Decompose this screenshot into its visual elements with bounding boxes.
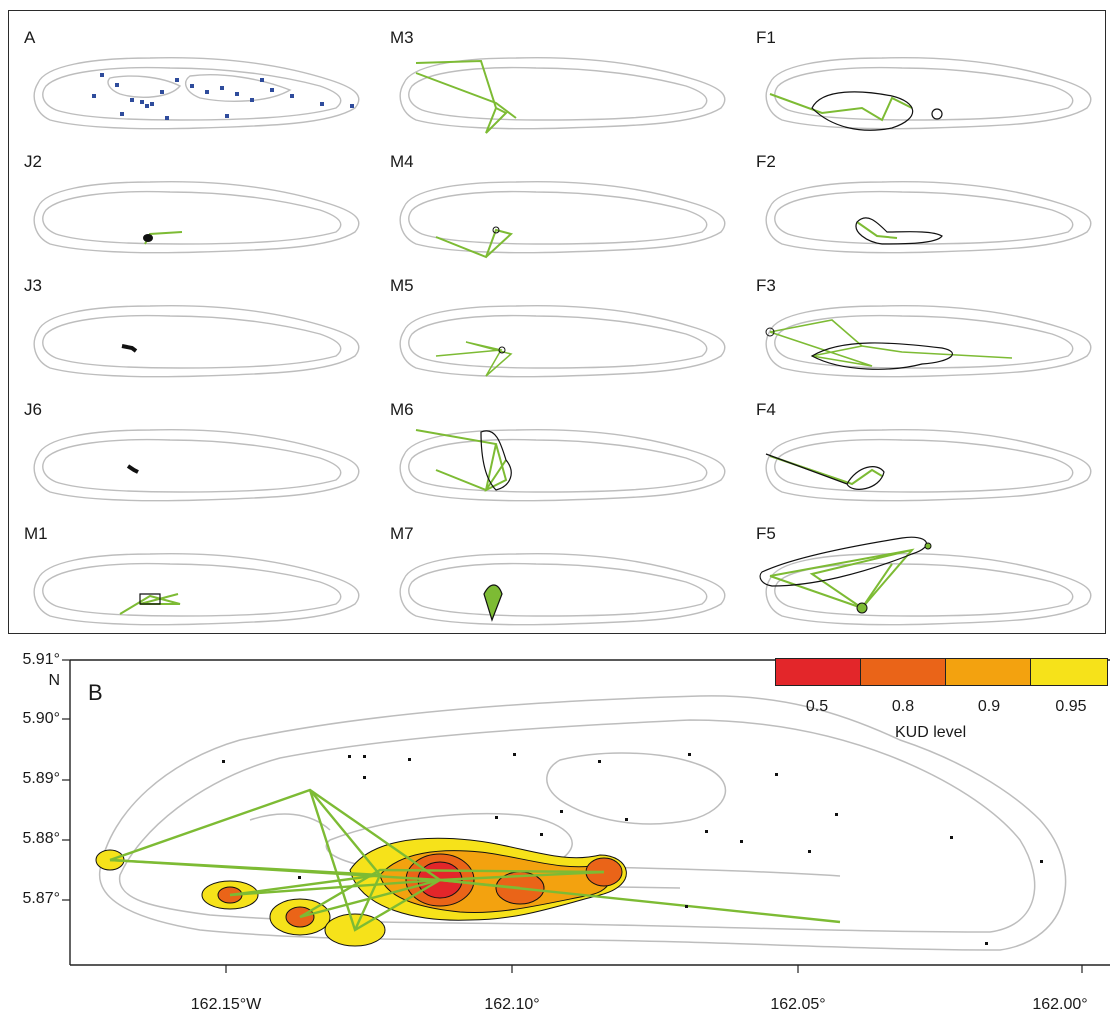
legend-level-label: 0.8 (891, 698, 915, 715)
mini-map-M7: M7 (386, 524, 748, 648)
y-ticks (62, 659, 70, 901)
y-tick-label: 5.90° (22, 710, 60, 727)
y-tick-label: 5.89° (22, 770, 60, 787)
mini-map-F2: F2 (752, 152, 1110, 276)
panel-b (0, 640, 1110, 1016)
mini-map-M4: M4 (386, 152, 748, 276)
mini-map-label: J2 (24, 152, 42, 171)
mini-map-label: M4 (390, 152, 414, 171)
mini-map-J6: J6 (20, 400, 382, 524)
mini-map-label: J3 (24, 276, 42, 295)
mini-map-label: M5 (390, 276, 414, 295)
kud-contours (95, 837, 627, 947)
panel-a (8, 10, 1106, 634)
mini-map-F3: F3 (752, 276, 1110, 400)
legend-swatch-0.9 (945, 658, 1031, 686)
mini-map-M1: M1 (20, 524, 382, 648)
receiver-points (92, 73, 354, 120)
mini-map-M6: M6 (386, 400, 748, 524)
y-tick-label: 5.87° (22, 890, 60, 907)
y-tick-label: 5.91° (22, 651, 60, 668)
x-tick-label: 162.15°W (190, 996, 262, 1013)
mini-map-J2: J2 (20, 152, 382, 276)
mini-map-label: F1 (756, 28, 776, 47)
x-tick-label: 162.10° (484, 996, 540, 1013)
mini-map-label: M6 (390, 400, 414, 419)
mini-map-F1: F1 (752, 28, 1110, 152)
y-tick-label: 5.88° (22, 830, 60, 847)
mini-map-label: J6 (24, 400, 42, 419)
receiver-dots-large (222, 753, 1043, 945)
mini-map-F5: F5 (752, 524, 1110, 648)
legend-swatch-0.5 (775, 658, 861, 686)
mini-map-label: F3 (756, 276, 776, 295)
mini-map-M3: M3 (386, 28, 748, 152)
mini-map-label: A (24, 28, 36, 47)
legend-swatch-0.95 (1030, 658, 1108, 686)
mini-map-label: M3 (390, 28, 414, 47)
legend-swatch-0.8 (860, 658, 946, 686)
mini-map-label: F5 (756, 524, 776, 543)
mini-map-A: A (20, 28, 382, 152)
mini-map-label: F2 (756, 152, 776, 171)
x-tick-label: 162.05° (770, 996, 826, 1013)
panel-b-label: B (88, 680, 103, 705)
mini-map-label: M1 (24, 524, 48, 543)
y-tick-label: N (48, 672, 60, 689)
mini-map-J3: J3 (20, 276, 382, 400)
x-ticks (225, 965, 1083, 973)
mini-map-M5: M5 (386, 276, 748, 400)
legend-level-label: 0.5 (805, 698, 829, 715)
track-lines-large (109, 788, 841, 932)
legend-level-label: 0.95 (1055, 698, 1087, 715)
legend-title: KUD level (895, 724, 967, 741)
mini-map-F4: F4 (752, 400, 1110, 524)
mini-map-label: M7 (390, 524, 414, 543)
atoll-outline (33, 57, 360, 130)
track-lines (415, 59, 517, 134)
x-tick-label: 162.00° (1032, 996, 1088, 1013)
legend-level-label: 0.9 (977, 698, 1001, 715)
mini-map-label: F4 (756, 400, 776, 419)
